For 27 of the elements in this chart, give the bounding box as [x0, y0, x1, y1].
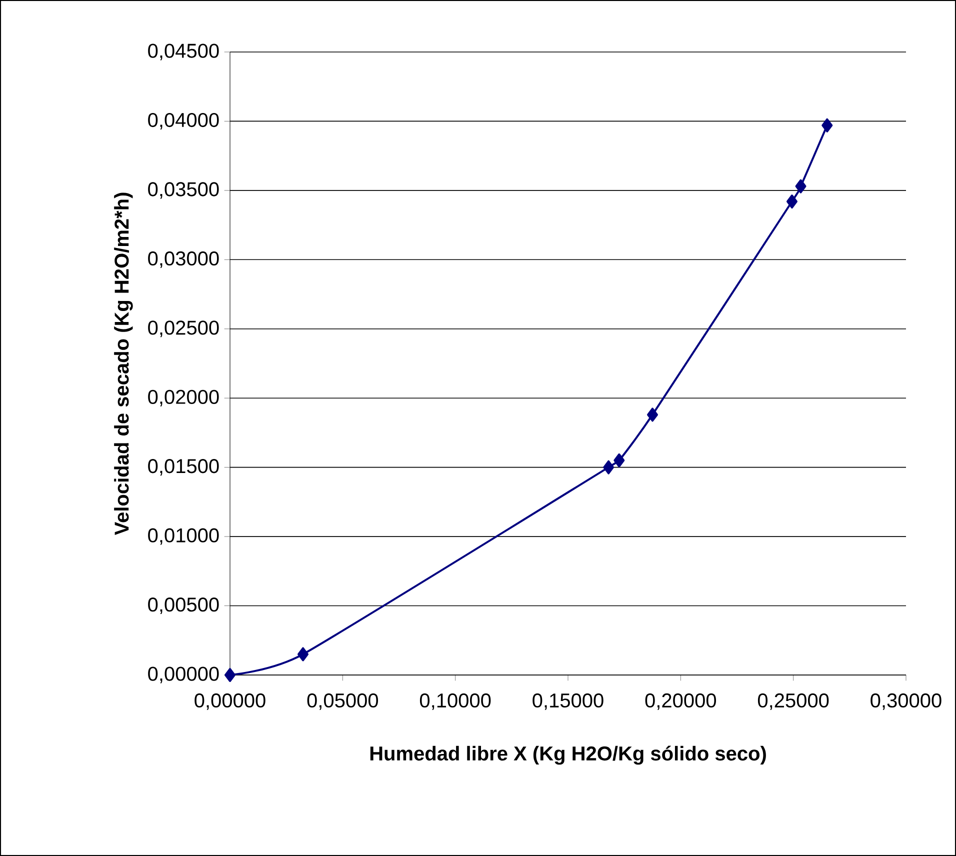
y-tick-label: 0,00500	[148, 598, 219, 614]
y-tick-label: 0,03500	[148, 182, 219, 199]
x-tick-label: 0,20000	[645, 693, 716, 710]
y-tick-label: 0,02500	[148, 320, 219, 338]
y-tick-label: 0,02000	[148, 390, 219, 406]
y-tick-label: 0,04500	[148, 44, 219, 60]
point	[224, 668, 236, 682]
x-tick-label: 0,30000	[870, 693, 942, 710]
y-tick-label: 0,01500	[148, 459, 219, 476]
y-tick-label: 0,03000	[148, 251, 219, 268]
x-axis-title: Humedad libre X (Kg H2O/Kg sólido seco)	[370, 746, 766, 765]
point	[298, 647, 309, 662]
x-tick-label: 0,10000	[420, 693, 491, 710]
x-tick-label: 0,00000	[194, 693, 266, 710]
y-axis-title: Velocidad de secado (Kg H2O/m2*h)	[114, 192, 133, 536]
point	[786, 194, 798, 209]
point	[647, 408, 658, 422]
y-tick-label: 0,04000	[148, 112, 219, 130]
x-tick-label: 0,25000	[758, 693, 829, 710]
x-tick-label: 0,05000	[307, 693, 378, 710]
point	[614, 453, 625, 468]
point	[603, 460, 614, 474]
x-tick-label: 0,15000	[532, 693, 604, 710]
y-tick-label: 0,00000	[148, 666, 219, 684]
point	[795, 179, 806, 194]
y-tick-label: 0,01000	[148, 528, 219, 545]
point	[822, 118, 833, 132]
